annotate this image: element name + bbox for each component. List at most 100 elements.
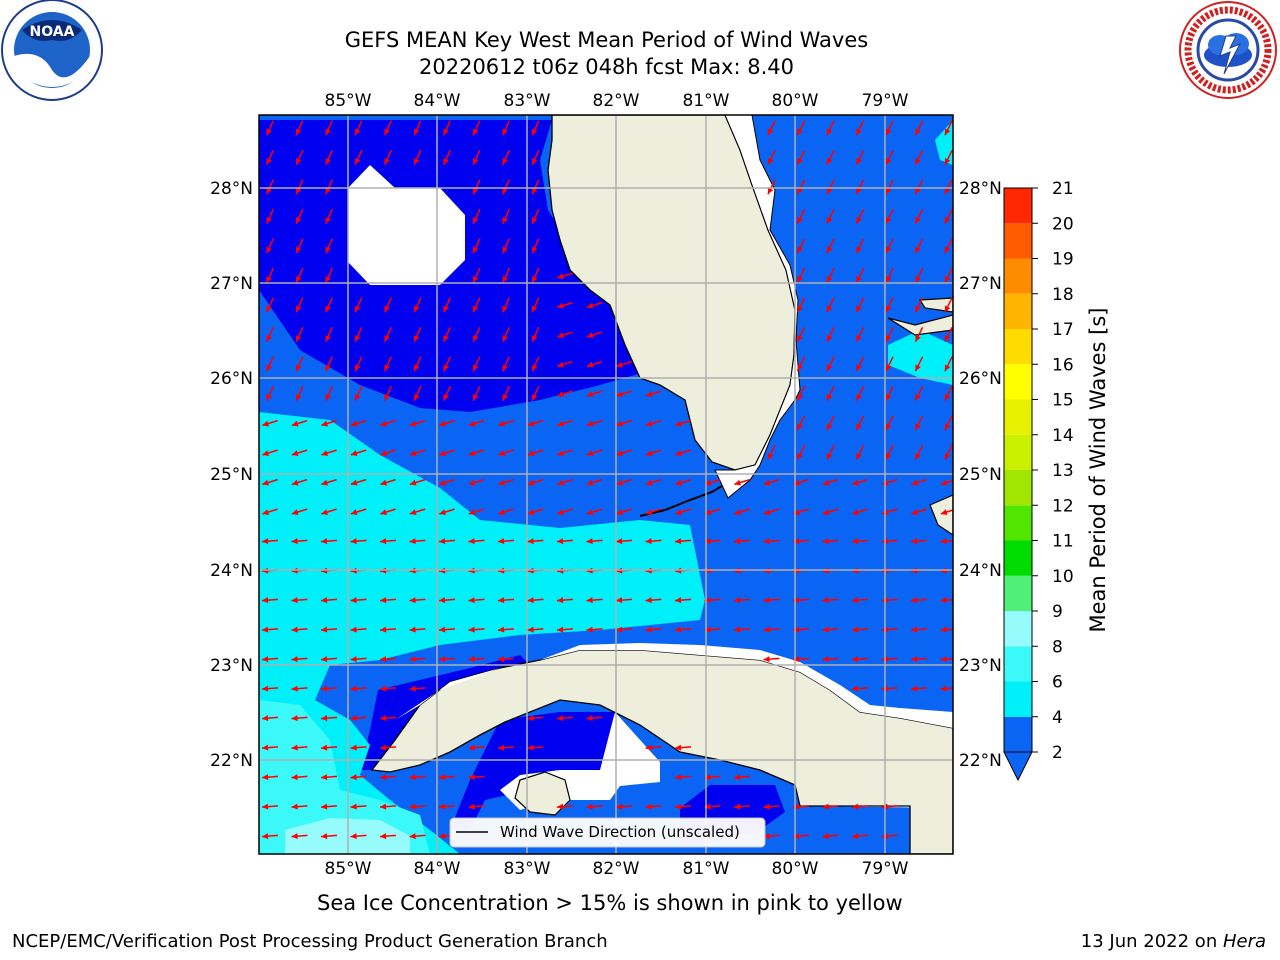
wind-arrow [531, 385, 540, 402]
wind-arrow [320, 685, 338, 692]
wind-arrow [409, 449, 426, 456]
wind-arrow [502, 149, 510, 166]
wind-arrow [674, 626, 692, 633]
colorbar-segment [1004, 329, 1032, 365]
wind-arrow [914, 415, 924, 431]
wind-arrow [733, 774, 751, 781]
colorbar-tick: 9 [1052, 602, 1063, 622]
wind-arrow [527, 449, 544, 456]
wind-arrow [409, 774, 426, 781]
wind-arrow [443, 356, 451, 372]
wind-arrow [261, 626, 279, 633]
wind-arrow [350, 774, 367, 781]
colorbar-tick: 16 [1052, 355, 1074, 375]
wind-arrow [354, 149, 363, 166]
wind-arrow [885, 268, 894, 283]
wind-arrow [796, 327, 806, 342]
wind-arrow [350, 685, 367, 692]
colorbar-segment [1004, 505, 1032, 541]
wind-arrow [498, 508, 514, 515]
map-frame [258, 114, 954, 855]
wind-arrow [674, 803, 692, 810]
lat-labels-right: 28°N 27°N 26°N 25°N 24°N 23°N 22°N [959, 179, 1002, 771]
wind-arrow [261, 597, 279, 604]
wind-arrow [438, 538, 456, 545]
wind-arrow [885, 150, 894, 165]
wind-arrow [826, 356, 835, 372]
wind-arrow [527, 597, 544, 604]
wind-arrow [531, 238, 540, 254]
wind-arrow [439, 478, 455, 486]
wind-arrow [645, 449, 662, 456]
lat-label-right: 23°N [959, 656, 1002, 676]
wind-arrow [379, 774, 397, 781]
wind-arrow [826, 297, 835, 313]
wind-arrow [527, 744, 544, 751]
wind-arrow [675, 508, 691, 515]
wind-arrow [646, 863, 662, 869]
wind-arrow [885, 327, 894, 342]
wind-arrow [468, 656, 485, 663]
wind-arrow [944, 386, 953, 401]
wind-arrow [384, 326, 392, 343]
lat-label-left: 24°N [210, 561, 253, 581]
wind-arrow [885, 179, 894, 195]
lon-labels-bottom: 85°W 84°W 83°W 82°W 81°W 80°W 79°W [325, 859, 909, 879]
wind-arrow [380, 419, 396, 427]
wind-arrow [413, 297, 422, 313]
wind-arrow [438, 774, 456, 781]
wind-arrow [852, 508, 868, 515]
wind-arrow [616, 449, 632, 456]
wind-arrow [527, 715, 544, 722]
wind-arrow [350, 744, 367, 751]
wind-arrow [468, 478, 485, 486]
wind-arrow [855, 297, 865, 313]
wind-arrow [826, 268, 835, 283]
colorbar-segment [1004, 188, 1032, 224]
colorbar-tick: 12 [1052, 496, 1074, 516]
wind-arrow [851, 626, 869, 633]
wind-arrow [914, 445, 924, 460]
wind-arrow [439, 508, 455, 515]
wind-arrow [914, 327, 924, 342]
wind-arrow [885, 356, 894, 372]
wind-arrow [497, 597, 515, 604]
footer-host: Hera [1222, 931, 1266, 952]
wind-arrow [914, 386, 924, 401]
wind-arrow [438, 656, 456, 663]
lon-labels-top: 85°W 84°W 83°W 82°W 81°W 80°W 79°W [325, 91, 909, 111]
wind-arrow [796, 120, 806, 136]
land-bahamas-north [918, 297, 953, 313]
wind-arrow [262, 478, 278, 486]
wind-arrow [468, 419, 485, 427]
wind-arrow [855, 150, 865, 165]
wind-arrow [851, 685, 869, 692]
wind-arrow [767, 150, 776, 165]
wind-arrow [380, 478, 396, 486]
wind-arrow [497, 744, 515, 751]
lat-label-right: 27°N [959, 274, 1002, 294]
wind-arrow [380, 508, 396, 515]
wind-arrow [320, 656, 338, 663]
wind-arrow [645, 419, 662, 427]
colorbar-segment [1004, 258, 1032, 294]
wind-arrow [586, 597, 603, 604]
wind-arrow [733, 538, 751, 545]
wind-arrow [266, 267, 274, 284]
lon-label-bottom: 79°W [862, 859, 909, 879]
wind-arrow [325, 326, 333, 343]
wind-arrow [325, 149, 333, 166]
wind-arrow [586, 508, 603, 515]
wind-arrow [940, 597, 953, 604]
wind-arrow [615, 803, 633, 810]
wind-arrow [468, 538, 485, 545]
wind-arrow [261, 685, 279, 692]
wind-arrow [320, 774, 338, 781]
wind-arrow [384, 120, 392, 136]
lat-label-right: 26°N [959, 369, 1002, 389]
colorbar-segment [1004, 575, 1032, 611]
colorbar-extend-arrow [1003, 751, 1033, 782]
ocean-period-4-6-ne [888, 330, 953, 385]
wind-arrow [413, 120, 422, 136]
no-data-mask-gulf [348, 165, 465, 285]
